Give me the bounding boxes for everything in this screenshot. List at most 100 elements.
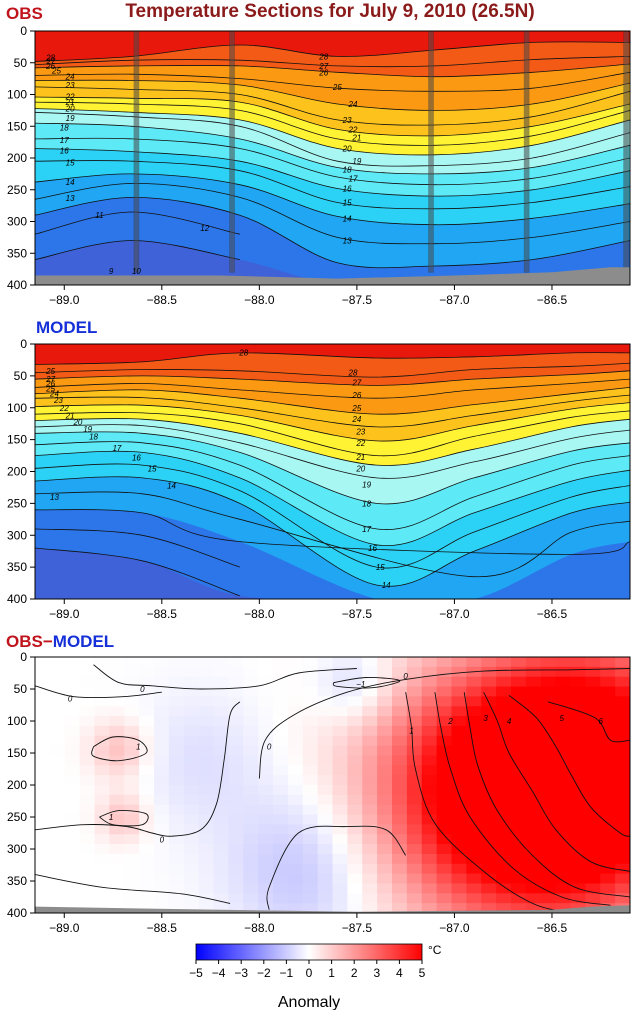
y-tick-label: 300: [7, 842, 27, 856]
anomaly-cell: [392, 755, 408, 766]
isotherm-line: [35, 418, 630, 466]
anomaly-cell: [168, 696, 185, 707]
isotherm-line: [35, 160, 630, 210]
anomaly-cell: [615, 844, 630, 855]
anomaly-cell: [79, 706, 96, 717]
anomaly-cell: [94, 716, 110, 727]
anomaly-cell: [213, 834, 229, 845]
anomaly-cell: [302, 716, 319, 727]
anomaly-cell: [35, 755, 51, 766]
anomaly-cell: [615, 676, 630, 688]
x-tick-label: −89.0: [49, 921, 80, 935]
anomaly-cell: [525, 765, 542, 776]
isotherm-line: [35, 441, 630, 530]
anomaly-cell: [273, 706, 289, 717]
anomaly-cell: [243, 696, 259, 707]
anomaly-cell: [466, 824, 482, 835]
anomaly-cell: [406, 666, 423, 678]
contour-label: 26: [318, 68, 328, 77]
anomaly-cell: [258, 657, 274, 668]
anomaly-cell: [302, 676, 319, 688]
anomaly-cell: [481, 657, 497, 668]
contour-label: 16: [343, 184, 352, 193]
anomaly-cell: [451, 863, 467, 875]
anomaly-cell: [258, 775, 274, 786]
anomaly-cell: [392, 804, 408, 816]
anomaly-cell: [168, 657, 185, 668]
contour-label: 3: [483, 714, 488, 723]
anomaly-cell: [287, 844, 304, 855]
anomaly-cell: [600, 844, 616, 855]
anomaly-cell: [228, 804, 244, 816]
anomaly-cell: [451, 657, 467, 668]
anomaly-cell: [287, 755, 304, 766]
contour-label: 28: [238, 348, 248, 357]
anomaly-cell: [421, 775, 438, 786]
anomaly-cell: [168, 765, 185, 776]
anomaly-cell: [585, 785, 601, 796]
anomaly-cell: [466, 873, 482, 885]
anomaly-cell: [540, 716, 557, 727]
station-cast: [229, 31, 235, 273]
anomaly-cell: [79, 873, 96, 885]
contour-label: 24: [348, 100, 358, 109]
anomaly-cell: [347, 903, 363, 913]
isotherm-line: [35, 173, 630, 226]
anomaly-cell: [49, 725, 66, 737]
contour-label: 0: [68, 695, 73, 704]
anomaly-cell: [332, 863, 348, 875]
anomaly-cell: [243, 755, 259, 766]
contour-label: 0: [403, 672, 408, 681]
anomaly-cell: [35, 794, 51, 806]
colorbar-tick-label: −3: [234, 966, 248, 980]
anomaly-cell: [213, 883, 229, 894]
anomaly-cell: [347, 794, 363, 806]
anomaly-cell: [317, 706, 334, 717]
y-tick-label: 50: [14, 56, 28, 70]
anomaly-cell: [540, 775, 557, 786]
anomaly-cell: [436, 676, 453, 688]
anomaly-cell: [154, 765, 170, 776]
anomaly-cell: [198, 804, 215, 816]
anomaly-cell: [154, 785, 170, 796]
anomaly-cell: [273, 755, 289, 766]
anomaly-cell: [421, 716, 438, 727]
anomaly-cell: [35, 686, 51, 697]
anomaly-cell: [377, 725, 393, 737]
isotherm-line: [35, 352, 630, 365]
anomaly-contour: [332, 677, 401, 689]
anomaly-cell: [377, 814, 393, 825]
anomaly-cell: [421, 863, 438, 875]
anomaly-cell: [421, 666, 438, 678]
anomaly-cell: [168, 725, 185, 737]
anomaly-cell: [436, 824, 453, 835]
anomaly-cell: [49, 666, 66, 678]
anomaly-contour: [405, 692, 572, 913]
anomaly-cell: [317, 666, 334, 678]
anomaly-cell: [139, 834, 155, 845]
y-tick-label: 100: [7, 714, 27, 728]
anomaly-cell: [79, 775, 96, 786]
anomaly-cell: [198, 706, 215, 717]
anomaly-cell: [302, 686, 319, 697]
contour-label: 21: [355, 453, 365, 462]
temperature-band: [35, 344, 630, 365]
anomaly-cell: [496, 676, 512, 688]
anomaly-cell: [154, 804, 170, 816]
anomaly-cell: [377, 775, 393, 786]
contour-label: 0: [160, 835, 165, 844]
x-tick-label: −87.0: [439, 921, 470, 935]
anomaly-cell: [258, 853, 274, 865]
anomaly-cell: [585, 657, 601, 668]
anomaly-cell: [168, 873, 185, 885]
anomaly-cell: [392, 676, 408, 688]
anomaly-cell: [347, 725, 363, 737]
anomaly-cell: [600, 666, 616, 678]
anomaly-cell: [35, 804, 51, 816]
anomaly-cell: [79, 765, 96, 776]
anomaly-cell: [183, 676, 200, 688]
anomaly-cell: [198, 676, 215, 688]
anomaly-cell: [421, 853, 438, 865]
anomaly-cell: [496, 716, 512, 727]
anomaly-cell: [198, 696, 215, 707]
